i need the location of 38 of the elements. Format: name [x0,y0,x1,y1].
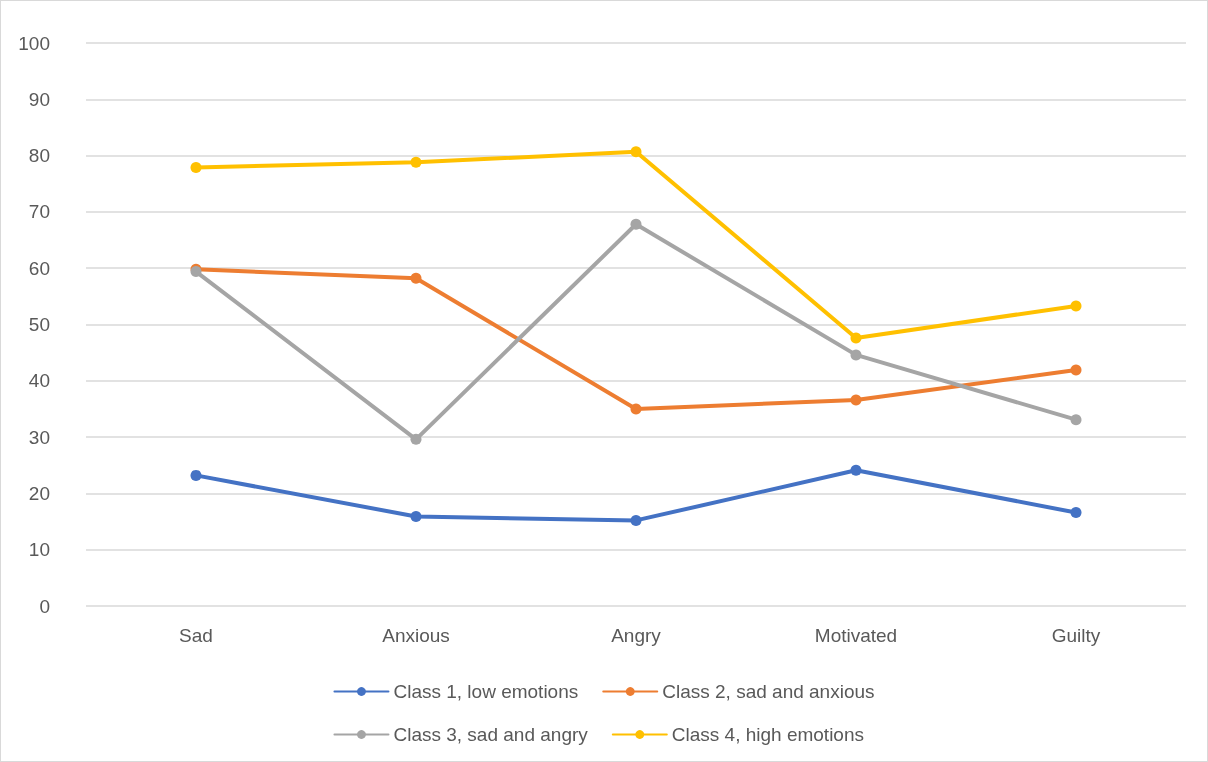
point [630,218,642,230]
point [410,156,422,168]
point [1070,414,1082,426]
y-tick-label: 80 [28,145,50,167]
y-tick-label: 60 [28,257,50,279]
y-tick-label: 70 [28,201,50,223]
y-tick-label: 90 [28,88,50,110]
point [1070,364,1082,376]
y-tick-label: 0 [39,595,50,617]
point [850,464,862,476]
point [850,332,862,344]
y-tick-label: 10 [28,539,50,561]
x-tick-label: Anxious [382,625,450,646]
point [410,433,422,445]
point [1070,300,1082,312]
y-tick-label: 50 [28,314,50,335]
x-tick-label: Motivated [814,625,898,646]
x-tick-label: Sad [179,625,213,646]
y-tick-label: 100 [18,32,50,54]
point [850,349,862,361]
legend-label: Class 4, high emotions [671,724,865,745]
point [630,146,642,158]
point [410,272,422,284]
point [190,161,202,173]
point [190,469,202,481]
x-tick-label: Angry [611,625,662,646]
legend-label: Class 2, sad and anxious [662,681,875,702]
y-tick-label: 30 [28,426,50,448]
point [630,514,642,526]
point [630,403,642,415]
x-tick-label: Guilty [1051,625,1101,646]
y-tick-label: 40 [28,370,50,392]
point [410,510,422,522]
point [850,394,862,406]
y-tick-label: 20 [28,482,50,504]
legend-label: Class 3, sad and angry [393,724,589,745]
legend-label: Class 1, low emotions [393,681,579,702]
point [1070,507,1082,519]
